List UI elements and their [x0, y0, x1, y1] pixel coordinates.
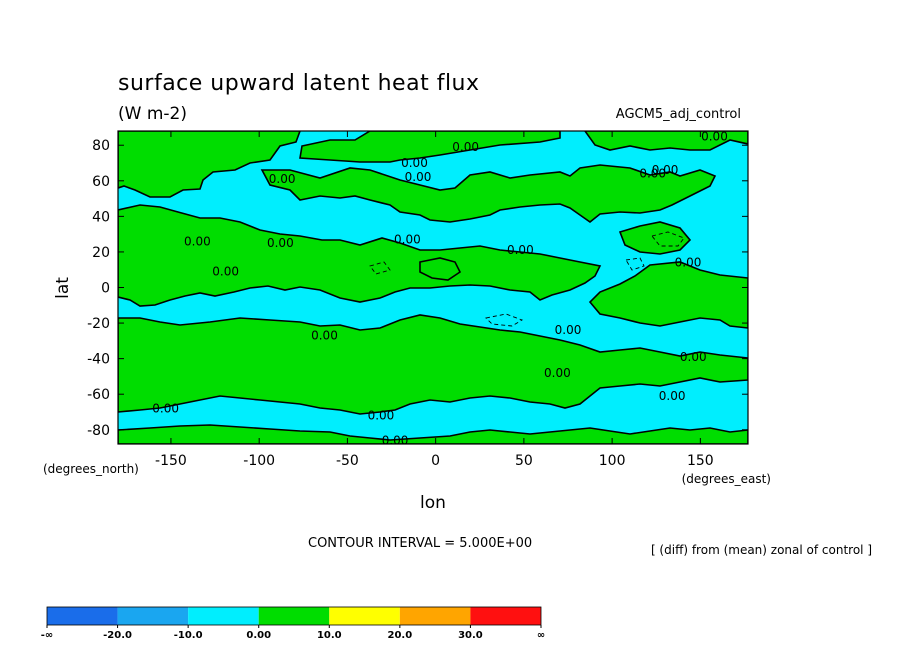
y-tick-label: 80	[92, 138, 110, 154]
contour-label: 0.00	[311, 329, 338, 343]
x-tick-label: 0	[431, 453, 440, 469]
contour-label: 0.00	[507, 243, 534, 257]
dashed-contour	[485, 313, 524, 327]
contour-label: 0.00	[555, 323, 582, 337]
operation-note: [ (diff) from (mean) zonal of control ]	[651, 543, 872, 557]
y-tick-label: 40	[92, 209, 110, 225]
positive-region	[118, 314, 748, 415]
contour-label: 0.00	[544, 366, 571, 380]
contour-label: 0.00	[652, 163, 679, 177]
positive-region	[118, 424, 748, 444]
contour-labels: 0.000.000.000.000.000.000.000.00 0.00 0.00…	[152, 129, 728, 447]
y-tick-label: -60	[87, 387, 110, 403]
y-tick-label: -80	[87, 423, 110, 439]
colorbar-tick-label: 30.0	[458, 630, 483, 641]
contour-label: 0.00	[680, 350, 707, 364]
contour-label: 0.00	[269, 172, 296, 186]
chart-subtitle: (W m-2)	[118, 104, 187, 124]
contour-label: 0.00	[639, 167, 666, 181]
contour-label: 0.00	[184, 234, 211, 248]
colorbar-tick-label: -10.0	[174, 630, 203, 641]
y-tick-label: 20	[92, 245, 110, 261]
contour-label: 0.00	[405, 170, 432, 184]
colorbar-tick-label: -∞	[41, 630, 53, 641]
colorbar-tick-label: 10.0	[317, 630, 342, 641]
positive-regions	[118, 131, 748, 444]
positive-region	[419, 257, 462, 281]
x-tick-label: -150	[155, 453, 187, 469]
x-axis: -150 -100 -50 0 50 100 150	[155, 131, 714, 469]
positive-region	[118, 204, 602, 307]
colorbar-segment	[329, 607, 400, 625]
x-tick-label: 150	[687, 453, 714, 469]
model-label: AGCM5_adj_control	[616, 107, 741, 122]
colorbar-tick-label: -20.0	[103, 630, 132, 641]
y-axis: 80 60 40 20 0 -20 -40 -60 -80	[87, 138, 748, 439]
y-tick-label: 0	[101, 281, 110, 297]
colorbar-tick-label: ∞	[537, 630, 545, 641]
positive-region	[260, 164, 717, 223]
y-tick-label: -40	[87, 352, 110, 368]
positive-region	[299, 131, 561, 163]
colorbar-segment	[47, 607, 118, 625]
y-tick-label: -20	[87, 316, 110, 332]
contour-label: 0.00	[394, 232, 421, 246]
contour-label: 0.00	[401, 156, 428, 170]
y-axis-label: lat	[53, 277, 73, 299]
y-tick-label: 60	[92, 174, 110, 190]
x-tick-label: 50	[515, 453, 533, 469]
dashed-contour	[651, 231, 685, 247]
y-units-label: (degrees_north)	[43, 462, 139, 476]
contour-label: 0.00	[452, 140, 479, 154]
positive-region	[588, 261, 748, 329]
colorbar-segment	[258, 607, 330, 625]
colorbar: -∞ -20.0 -10.0 0.00 10.0 20.0 30.0 ∞	[41, 606, 545, 641]
colorbar-tick-label: 0.00	[246, 630, 271, 641]
dashed-contours	[369, 231, 685, 327]
contour-label: 0.00	[659, 389, 686, 403]
contour-label: 0.00	[267, 236, 294, 250]
x-units-label: (degrees_east)	[682, 472, 771, 486]
colorbar-segment	[399, 607, 471, 625]
contour-interval: CONTOUR INTERVAL = 5.000E+00	[308, 536, 532, 551]
colorbar-segment	[470, 607, 541, 625]
contour-label: 0.00	[675, 256, 702, 270]
contour-label: 0.00	[382, 433, 409, 447]
x-tick-label: -50	[336, 453, 359, 469]
contour-label: 0.00	[212, 264, 239, 278]
colorbar-frame	[46, 606, 542, 626]
positive-region	[118, 131, 301, 198]
colorbar-segment	[117, 607, 189, 625]
colorbar-tick-label: 20.0	[388, 630, 413, 641]
positive-region	[584, 131, 748, 151]
x-axis-label: lon	[420, 493, 446, 513]
chart-title: surface upward latent heat flux	[118, 71, 480, 96]
x-tick-label: 100	[599, 453, 626, 469]
contour-label: 0.00	[368, 409, 395, 423]
dashed-contour	[625, 257, 645, 271]
contour-label: 0.00	[701, 129, 728, 143]
contour-label: 0.00	[152, 401, 179, 415]
dashed-contour	[369, 261, 391, 275]
colorbar-segment	[188, 607, 259, 625]
x-tick-label: -100	[243, 453, 275, 469]
plot-area	[118, 131, 748, 444]
